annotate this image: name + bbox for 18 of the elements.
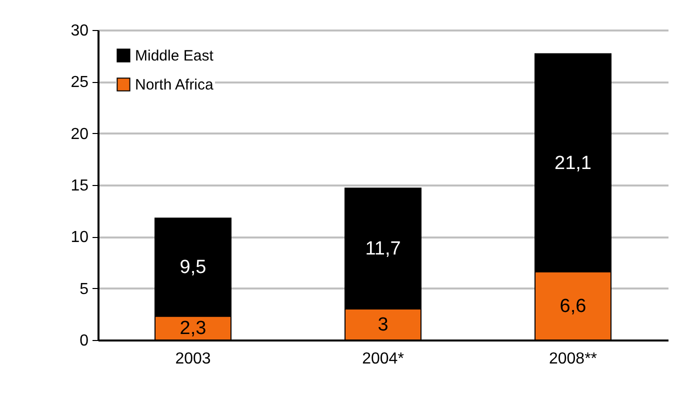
y-tick-label: 20 xyxy=(70,126,89,143)
data-label: 21,1 xyxy=(554,152,592,174)
data-label: 9,5 xyxy=(180,257,206,278)
legend-label: Middle East xyxy=(135,48,214,64)
data-label: 2,3 xyxy=(180,318,206,340)
x-tick-label: 2003 xyxy=(175,350,211,368)
data-label: 11,7 xyxy=(365,238,401,260)
data-label: 6,6 xyxy=(560,296,586,317)
y-tick-label: 30 xyxy=(70,22,89,40)
y-tick-label: 10 xyxy=(70,229,89,246)
legend-label: North Africa xyxy=(135,76,214,94)
data-label: 3 xyxy=(378,314,388,336)
x-tick-label: 2004* xyxy=(362,350,404,368)
y-tick-label: 15 xyxy=(70,178,89,194)
y-tick-label: 5 xyxy=(80,280,89,298)
x-tick-label: 2008** xyxy=(548,350,598,368)
y-tick-label: 25 xyxy=(70,74,89,92)
y-tick-label: 0 xyxy=(80,332,89,350)
